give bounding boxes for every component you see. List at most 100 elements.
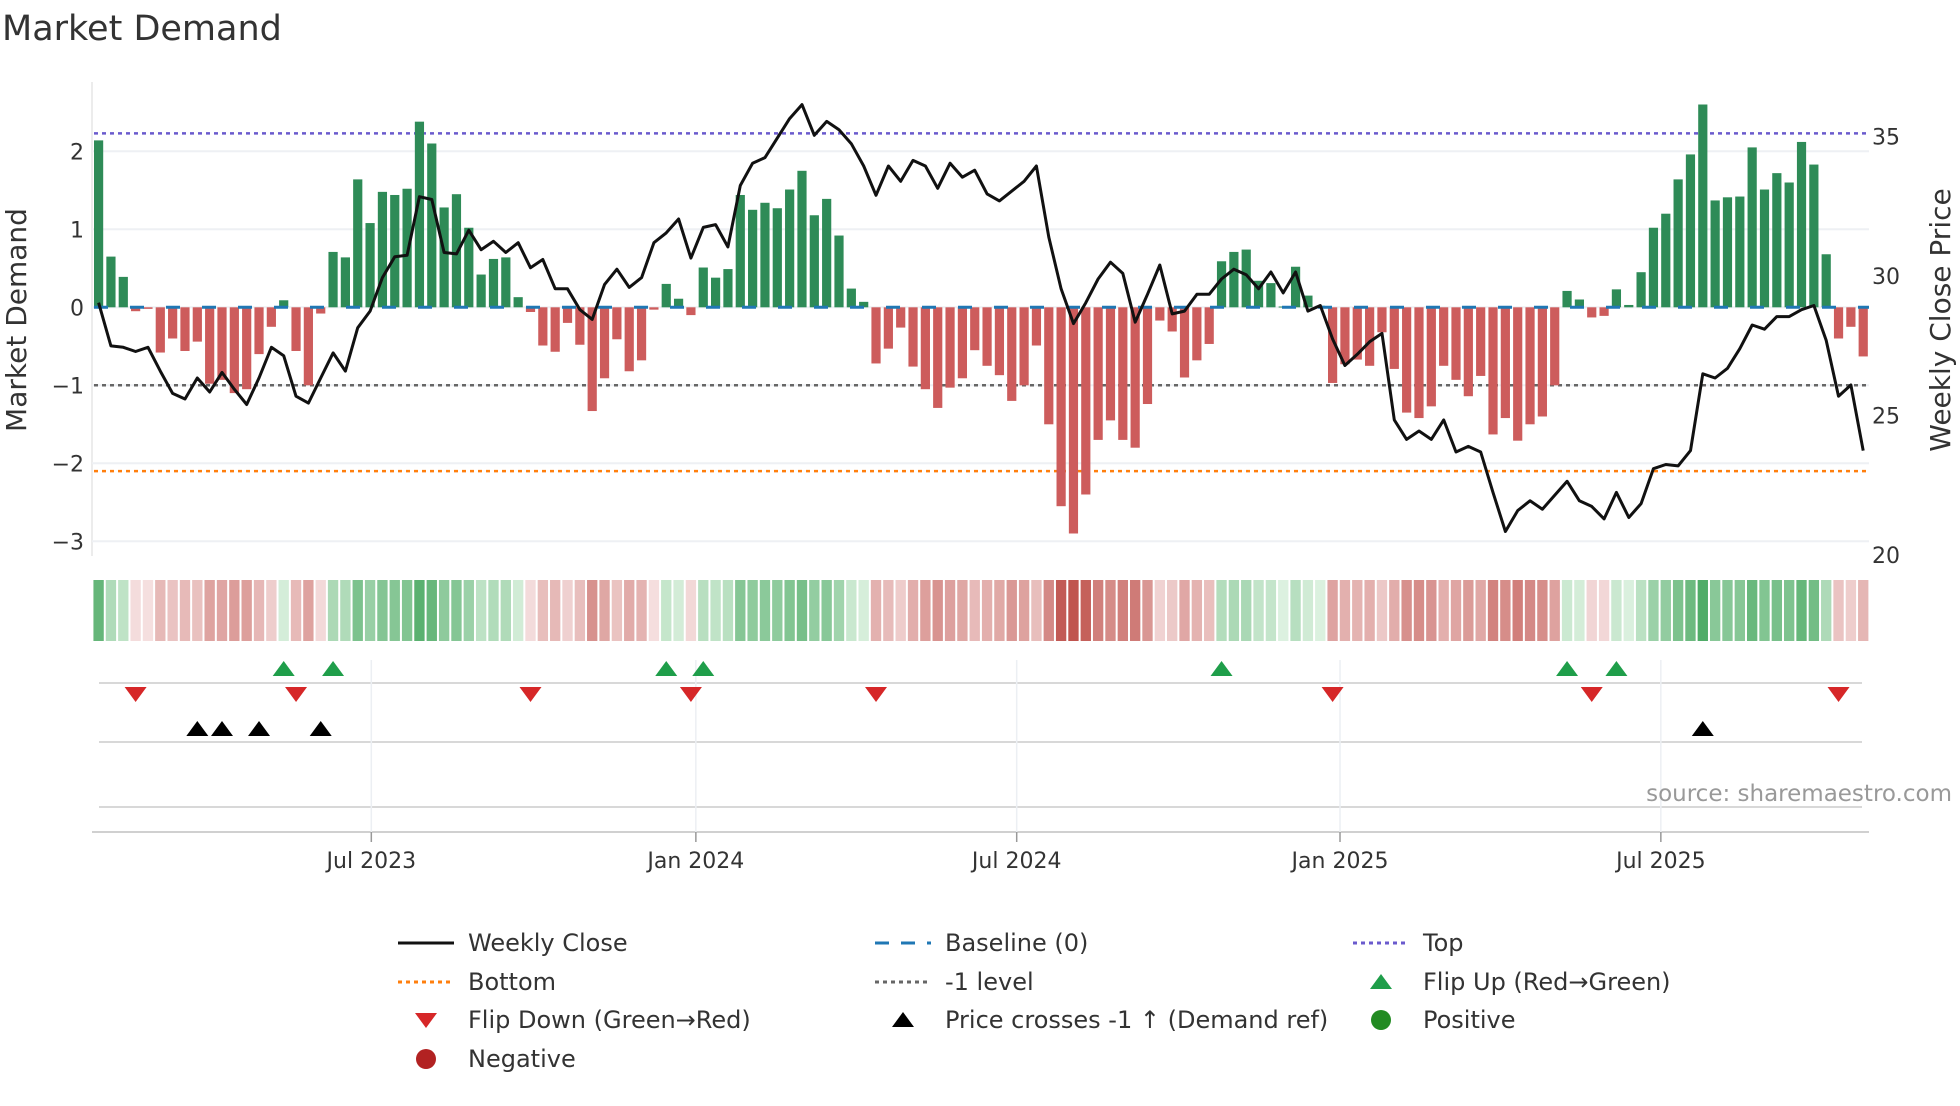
demand-bar bbox=[982, 307, 992, 366]
heat-strip-cell bbox=[414, 580, 425, 641]
demand-bar bbox=[834, 235, 844, 308]
heat-strip-cell bbox=[1463, 580, 1474, 641]
heat-strip-cell bbox=[1253, 580, 1264, 641]
demand-bar bbox=[488, 258, 499, 308]
demand-bar bbox=[217, 307, 227, 380]
demand-bar bbox=[328, 251, 338, 308]
legend-item: Negative bbox=[416, 1045, 576, 1073]
heat-strip-cell bbox=[685, 580, 697, 641]
demand-bar bbox=[1365, 307, 1375, 366]
demand-bar bbox=[180, 307, 190, 351]
heat-strip-cell bbox=[167, 580, 178, 641]
heat-strip-cell bbox=[1438, 580, 1449, 641]
flip-up-marker bbox=[1556, 661, 1579, 676]
heat-strip-cell bbox=[290, 580, 302, 641]
demand-bar bbox=[439, 207, 449, 308]
heat-strip-cell bbox=[1376, 580, 1388, 641]
legend-item: Bottom bbox=[398, 968, 556, 996]
heat-strip-cell bbox=[1068, 580, 1079, 641]
demand-bar bbox=[1155, 307, 1165, 321]
heat-strip-cell bbox=[1191, 580, 1203, 641]
heat-strip-cell bbox=[722, 580, 734, 641]
heat-strip-cell bbox=[698, 580, 709, 641]
x-tick-label: Jul 2024 bbox=[970, 849, 1062, 874]
demand-bar bbox=[1241, 249, 1251, 308]
demand-bar bbox=[1661, 213, 1671, 308]
heat-strip-cell bbox=[1512, 580, 1523, 641]
flip-down-marker bbox=[679, 687, 702, 702]
x-axis-ticks: Jul 2023 Jan 2024 Jul 2024 Jan 2025 Jul 2025 bbox=[325, 832, 1706, 874]
demand-bar bbox=[1031, 307, 1042, 346]
flip-down-marker bbox=[285, 687, 308, 702]
legend-triangle-down-icon bbox=[415, 1013, 437, 1028]
heat-strip-cell bbox=[661, 580, 672, 641]
heat-strip-cell bbox=[142, 580, 154, 641]
demand-bar bbox=[883, 307, 893, 349]
heat-strip-cell bbox=[907, 580, 919, 641]
demand-bar bbox=[464, 227, 474, 308]
demand-bar bbox=[1772, 173, 1782, 308]
price-cross-marker bbox=[186, 721, 209, 736]
demand-bar bbox=[1352, 307, 1362, 360]
price-cross-marker bbox=[1691, 721, 1714, 736]
heat-strip-cell bbox=[1364, 580, 1375, 641]
weekly-close-line bbox=[97, 103, 1865, 533]
demand-bar bbox=[1747, 147, 1757, 308]
demand-bar bbox=[340, 257, 350, 308]
demand-bar bbox=[1685, 154, 1696, 308]
heat-strip-cell bbox=[204, 580, 215, 641]
demand-bar bbox=[427, 143, 437, 308]
heat-strip-cell bbox=[1858, 580, 1869, 641]
heat-strip-cell bbox=[1413, 580, 1425, 641]
heat-strip-cell bbox=[895, 580, 906, 641]
demand-bar bbox=[1266, 283, 1276, 308]
heat-strip-cell bbox=[1315, 580, 1326, 641]
heat-strip-cell bbox=[809, 580, 820, 641]
heat-strip-cell bbox=[475, 580, 487, 641]
heat-strip-cell bbox=[1092, 580, 1104, 641]
demand-bar bbox=[612, 307, 622, 340]
heat-strip-cell bbox=[438, 580, 450, 641]
demand-bars bbox=[94, 104, 1868, 534]
heat-strip-cell bbox=[241, 580, 252, 641]
demand-bar bbox=[1167, 307, 1177, 332]
heat-strip-cell bbox=[1327, 580, 1338, 641]
gridlines bbox=[91, 82, 1869, 556]
demand-bar bbox=[1599, 307, 1609, 316]
heat-strip-cell bbox=[364, 580, 376, 641]
heat-strip-cell bbox=[1759, 580, 1770, 641]
heat-strip-cell bbox=[920, 580, 931, 641]
demand-bar bbox=[1377, 307, 1387, 333]
y-tick-label: 1 bbox=[70, 218, 84, 243]
demand-bar bbox=[1821, 254, 1831, 308]
demand-bar bbox=[1624, 304, 1634, 308]
demand-bar bbox=[1611, 289, 1622, 308]
heat-strip-cell bbox=[599, 580, 610, 641]
demand-bar bbox=[1019, 307, 1029, 386]
heat-strip-cell bbox=[352, 580, 363, 641]
y-tick-label: 2 bbox=[70, 140, 84, 165]
demand-bar bbox=[550, 307, 560, 352]
heat-strip-cell bbox=[1179, 580, 1190, 641]
flip-up-marker bbox=[692, 661, 715, 676]
demand-bar bbox=[1488, 307, 1498, 435]
event-markers bbox=[92, 660, 1869, 833]
heat-strip-cell bbox=[1204, 580, 1215, 641]
heat-strip-cell bbox=[574, 580, 586, 641]
heat-strip-cell bbox=[1648, 580, 1659, 641]
demand-bar bbox=[501, 257, 511, 308]
heat-strip-cell bbox=[377, 580, 388, 641]
demand-bar bbox=[1192, 307, 1202, 361]
demand-bar bbox=[279, 300, 289, 308]
demand-bar bbox=[1710, 200, 1720, 308]
heat-strip-cell bbox=[525, 580, 536, 641]
demand-bar bbox=[1759, 189, 1770, 308]
y-tick-label: −2 bbox=[52, 452, 84, 477]
demand-bar bbox=[1463, 307, 1473, 397]
heat-strip-cell bbox=[1352, 580, 1363, 641]
x-tick-label: Jul 2025 bbox=[1614, 849, 1706, 874]
demand-bar bbox=[1537, 307, 1547, 417]
legend-item: Positive bbox=[1371, 1006, 1516, 1034]
flip-down-marker bbox=[865, 687, 888, 702]
demand-bar bbox=[1118, 307, 1128, 440]
